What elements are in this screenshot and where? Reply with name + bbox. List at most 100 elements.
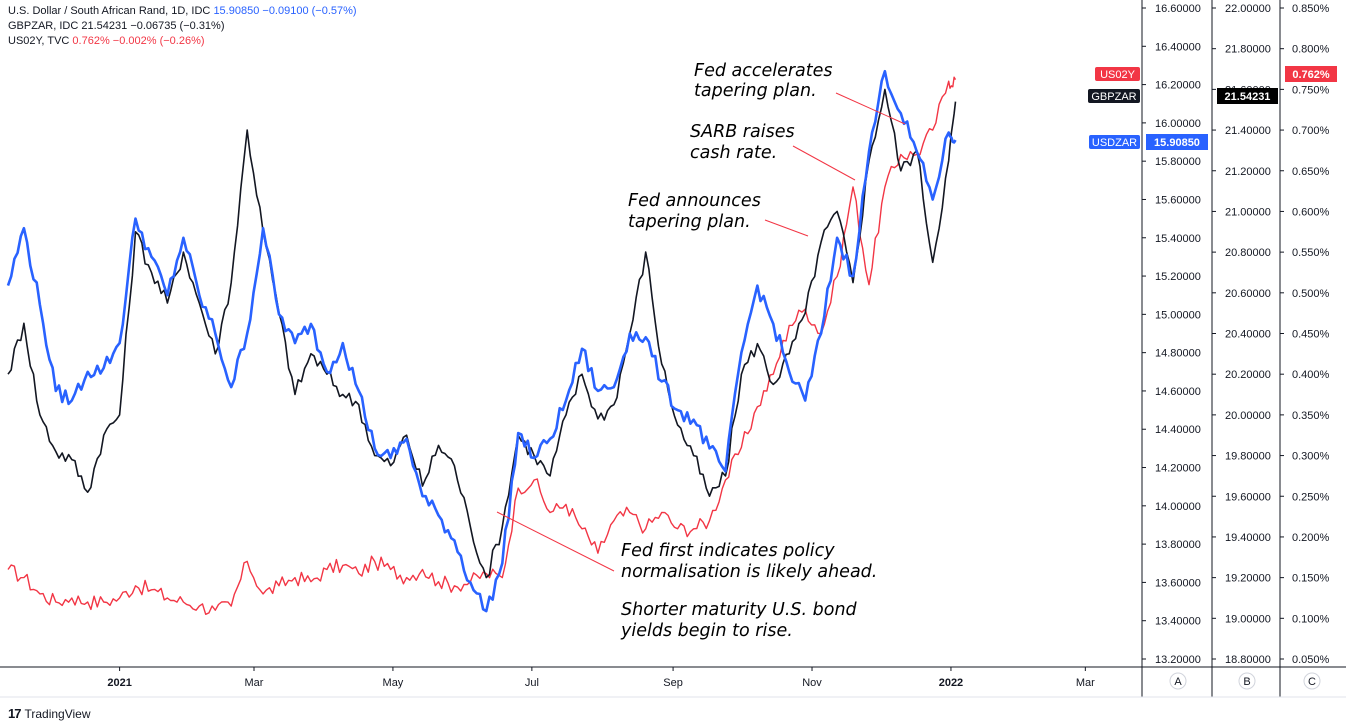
legend-change-us02y: −0.002% (−0.26%) (112, 35, 205, 47)
scale-c-letter: C (1308, 676, 1316, 688)
annotation-connector-fed-announces (764, 219, 809, 237)
tick-label-a: 13.20000 (1155, 654, 1201, 666)
scale-a-badge[interactable] (1169, 672, 1187, 690)
scale-b-letter: B (1243, 676, 1250, 688)
x-tick-label: Mar (245, 677, 264, 689)
chart-frame (0, 0, 1346, 698)
price-scale-a[interactable]: 13.20000 13.40000 13.60000 13.80000 14.00000… (1142, 3, 1201, 666)
tick-label-c: 0.400% (1292, 369, 1330, 381)
tick-label-b: 20.20000 (1225, 369, 1271, 381)
tick-label-a: 14.40000 (1155, 424, 1201, 436)
tick-label-b: 21.80000 (1225, 44, 1271, 56)
time-scale[interactable]: 2021 Mar May Jul Sep Nov 2022 Mar (107, 667, 1095, 689)
x-tick-label: 2022 (939, 677, 963, 689)
tag-usdzar-label: USDZAR (1092, 137, 1137, 149)
axis-a-last-value-text: 15.90850 (1154, 137, 1200, 149)
scale-a-letter: A (1174, 676, 1182, 688)
tick-label-c: 0.350% (1292, 410, 1330, 422)
tag-usdzar (1089, 135, 1140, 149)
legend-value-gbpzar: 21.54231 (81, 20, 128, 32)
tick-label-a: 15.00000 (1155, 309, 1201, 321)
tick-label-c: 0.700% (1292, 125, 1330, 137)
tick-label-a: 13.60000 (1155, 577, 1201, 589)
series-line-gbpzar (7, 88, 957, 579)
tick-label-a: 15.20000 (1155, 271, 1201, 283)
tick-label-b: 20.60000 (1225, 288, 1271, 300)
x-tick-label: Mar (1076, 677, 1095, 689)
tick-label-b: 21.20000 (1225, 166, 1271, 178)
scale-c-badge[interactable] (1303, 672, 1321, 690)
tradingview-mark-icon: 17 (8, 706, 22, 721)
tick-label-a: 14.00000 (1155, 501, 1201, 513)
tick-label-a: 16.00000 (1155, 118, 1201, 130)
tag-gbpzar (1088, 89, 1140, 103)
price-scale-c[interactable]: 0.050% 0.100% 0.150% 0.200% 0.250% 0.300% 0.35… (1280, 3, 1330, 666)
legend-row-us02y[interactable]: US02Y, TVC 0.762% −0.002% (−0.26%) (8, 34, 357, 49)
tick-label-b: 21.00000 (1225, 206, 1271, 218)
tag-gbpzar-label: GBPZAR (1091, 91, 1136, 103)
tick-label-a: 14.20000 (1155, 463, 1201, 475)
tick-label-b: 19.20000 (1225, 573, 1271, 585)
tick-label-b: 18.80000 (1225, 654, 1271, 666)
tick-label-b: 20.40000 (1225, 329, 1271, 341)
axis-c-last-value (1285, 66, 1337, 82)
price-tags: US02Y GBPZAR USDZAR 15.90850 21.54231 0.… (1088, 66, 1337, 150)
tick-label-c: 0.200% (1292, 532, 1330, 544)
tick-label-c: 0.750% (1292, 84, 1330, 96)
annotation-yields-line2: yields begin to rise. (620, 621, 793, 641)
tick-label-a: 15.80000 (1155, 156, 1201, 168)
tag-us02y (1095, 67, 1140, 81)
tick-label-a: 13.80000 (1155, 539, 1201, 551)
x-tick-label: 2021 (107, 677, 131, 689)
legend-row-usdzar[interactable]: U.S. Dollar / South African Rand, 1D, ID… (8, 4, 357, 19)
x-tick-label: Nov (802, 677, 822, 689)
tick-label-a: 16.60000 (1155, 3, 1201, 15)
annotation-fed-first-line2: normalisation is likely ahead. (621, 562, 877, 582)
tick-label-c: 0.100% (1292, 613, 1330, 625)
legend-symbol-us02y: US02Y, TVC (8, 35, 70, 47)
tick-label-c: 0.250% (1292, 491, 1330, 503)
tick-label-c: 0.800% (1292, 44, 1330, 56)
tick-label-b: 19.60000 (1225, 491, 1271, 503)
x-tick-label: May (383, 677, 404, 689)
annotation-yields-line1: Shorter maturity U.S. bond (621, 600, 858, 620)
tick-label-b: 20.80000 (1225, 247, 1271, 259)
legend-value-usdzar: 15.90850 (213, 5, 260, 17)
annotation-connector-fed-first (496, 511, 615, 572)
annotation-sarb-line1: SARB raises (690, 122, 795, 142)
annotation-fed-accelerates-line1: Fed accelerates (694, 61, 833, 81)
legend-change-gbpzar: −0.06735 (−0.31%) (130, 20, 225, 32)
axis-a-last-value (1146, 134, 1208, 150)
annotation-fed-announces-line2: tapering plan. (628, 212, 751, 232)
tick-label-a: 16.40000 (1155, 41, 1201, 53)
tradingview-logo[interactable]: 17 TradingView (8, 706, 91, 721)
legend-row-gbpzar[interactable]: GBPZAR, IDC 21.54231 −0.06735 (−0.31%) (8, 19, 357, 34)
tick-label-a: 14.60000 (1155, 386, 1201, 398)
tick-label-a: 15.40000 (1155, 233, 1201, 245)
tick-label-b: 22.00000 (1225, 3, 1271, 15)
tick-label-a: 15.60000 (1155, 194, 1201, 206)
scale-b-badge[interactable] (1238, 672, 1256, 690)
tick-label-c: 0.050% (1292, 654, 1330, 666)
axis-b-last-value-text: 21.54231 (1225, 91, 1271, 103)
series-line-us02y (7, 76, 957, 615)
tag-us02y-label: US02Y (1100, 69, 1136, 81)
scale-letters: A B C (1169, 672, 1321, 690)
axis-c-last-value-text: 0.762% (1292, 69, 1330, 81)
price-scale-b[interactable]: 18.80000 19.00000 19.20000 19.40000 19.60000… (1212, 3, 1271, 666)
tick-label-c: 0.850% (1292, 3, 1330, 15)
annotation-fed-first-line1: Fed first indicates policy (621, 541, 835, 561)
annotation-fed-accelerates-line2: tapering plan. (694, 81, 817, 101)
tick-label-c: 0.150% (1292, 573, 1330, 585)
x-tick-label: Jul (525, 677, 539, 689)
annotation-fed-announces-line1: Fed announces (628, 191, 761, 211)
tick-label-c: 0.550% (1292, 247, 1330, 259)
annotations: Fed accelerates tapering plan. SARB rais… (496, 61, 906, 641)
tick-label-b: 19.40000 (1225, 532, 1271, 544)
tick-label-a: 16.20000 (1155, 80, 1201, 92)
tick-label-c: 0.650% (1292, 166, 1330, 178)
tick-label-b: 19.00000 (1225, 613, 1271, 625)
annotation-sarb-line2: cash rate. (690, 143, 777, 163)
annotation-connector-fed-accelerates (835, 92, 906, 125)
